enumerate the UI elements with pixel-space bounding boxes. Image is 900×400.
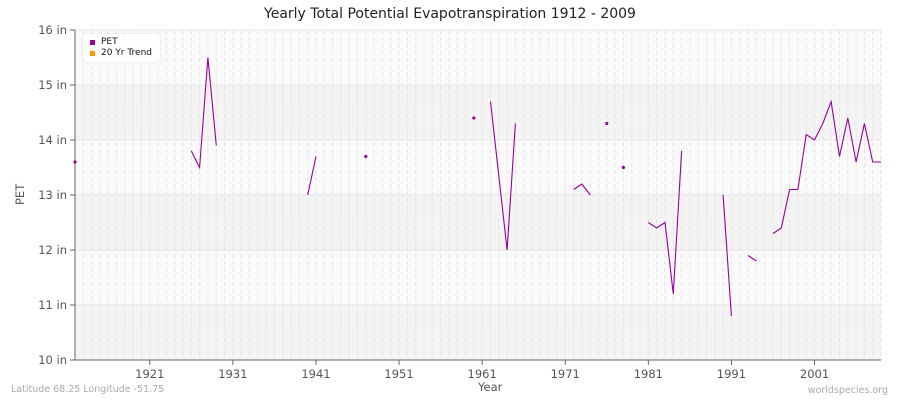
y-tick-label: 10 in	[38, 353, 67, 367]
y-tick-label: 12 in	[38, 243, 67, 257]
legend-item-trend: 20 Yr Trend	[90, 48, 152, 59]
chart-title: Yearly Total Potential Evapotranspiratio…	[264, 6, 636, 22]
data-line	[489, 101, 516, 251]
plot-band	[75, 30, 881, 85]
data-point	[364, 154, 368, 159]
x-tick-label: 1971	[551, 367, 580, 381]
legend-label-pet: PET	[101, 37, 118, 47]
data-line	[307, 156, 317, 196]
x-tick-label: 1951	[384, 367, 413, 381]
plot-band	[75, 250, 881, 305]
location-label: Latitude 68.25 Longitude -51.75	[11, 384, 165, 395]
legend: PET 20 Yr Trend	[83, 34, 161, 62]
x-tick-label: 1921	[135, 367, 164, 381]
x-tick-label: 1931	[218, 367, 247, 381]
x-tick-label: 1991	[717, 367, 746, 381]
y-tick-label: 16 in	[38, 23, 67, 37]
y-tick-label: 14 in	[38, 133, 67, 147]
plot-band	[75, 305, 881, 360]
data-point	[621, 165, 626, 170]
x-tick-label: 1981	[634, 367, 663, 381]
x-tick-label: 2001	[800, 367, 829, 381]
y-tick-label: 15 in	[38, 78, 67, 92]
data-line	[190, 57, 217, 170]
data-line	[772, 99, 881, 234]
x-axis-label: Year	[478, 380, 503, 394]
data-point	[472, 116, 476, 120]
data-line	[573, 183, 591, 196]
data-line	[722, 194, 732, 317]
data-line	[647, 150, 683, 295]
plot-band	[75, 140, 881, 195]
y-tick-label: 11 in	[38, 298, 67, 312]
plot-band	[75, 195, 881, 250]
data-point	[73, 160, 77, 164]
pet-swatch-icon	[90, 40, 95, 45]
trend-swatch-icon	[90, 51, 95, 56]
y-axis-label: PET	[13, 183, 27, 205]
data-point	[605, 121, 609, 126]
x-tick-label: 1961	[468, 367, 497, 381]
plot-band	[75, 85, 881, 140]
source-label: worldspecies.org	[807, 385, 888, 396]
legend-item-pet: PET	[90, 37, 152, 48]
legend-label-trend: 20 Yr Trend	[101, 48, 153, 58]
data-line	[747, 255, 757, 262]
y-tick-label: 13 in	[38, 188, 67, 202]
x-tick-label: 1941	[301, 367, 330, 381]
